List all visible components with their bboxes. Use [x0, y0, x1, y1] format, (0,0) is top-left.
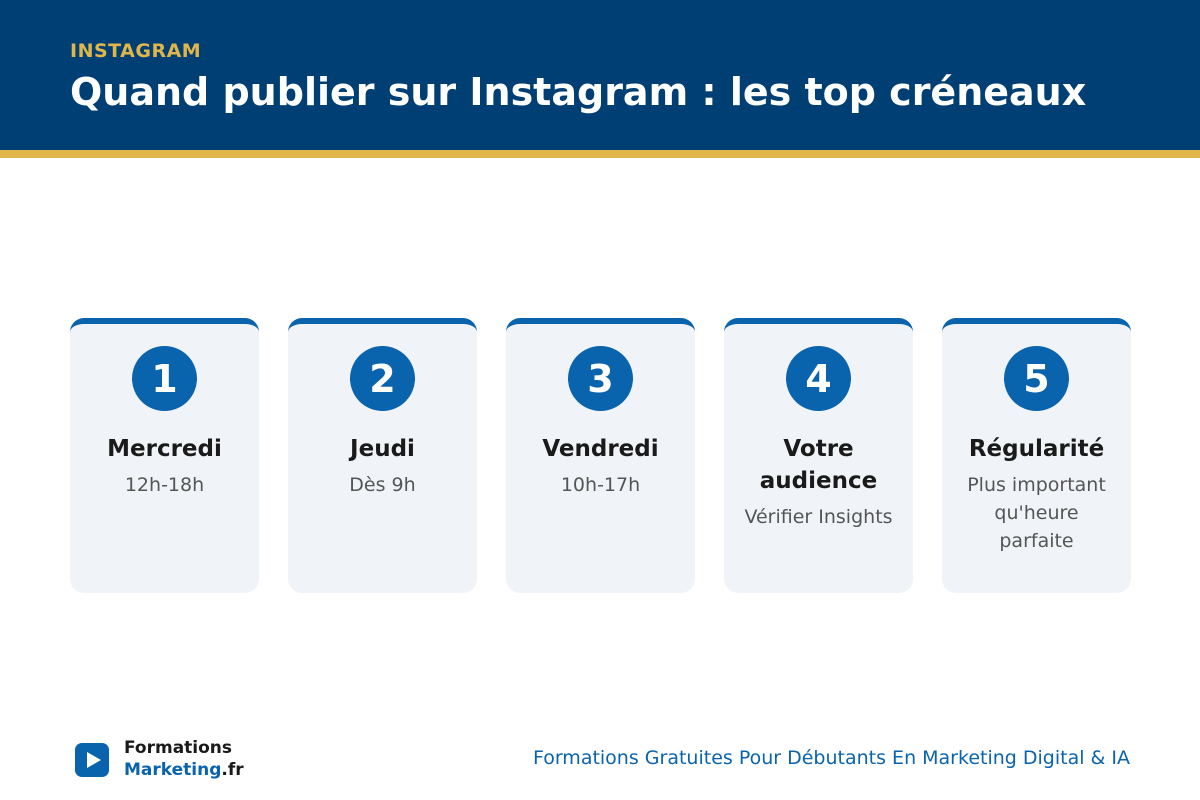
eyebrow: INSTAGRAM: [70, 40, 202, 62]
header: INSTAGRAM Quand publier sur Instagram : …: [0, 0, 1200, 158]
card-text: Vérifier Insights: [744, 506, 893, 528]
tagline: Formations Gratuites Pour Débutants En M…: [532, 747, 1130, 769]
logo-icon: [75, 743, 109, 777]
brand-main: Marketing: [124, 760, 222, 780]
card-number: 5: [1004, 346, 1069, 411]
card: 1 Mercredi 12h-18h: [70, 318, 259, 593]
card-number: 3: [568, 346, 633, 411]
cards: 1 Mercredi 12h-18h 2 Jeudi Dès 9h 3 Vendredi 10h…: [70, 318, 1131, 593]
card-number: 4: [786, 346, 851, 411]
card-title: Mercredi: [107, 436, 222, 462]
card: 2 Jeudi Dès 9h: [288, 318, 477, 593]
card-text: 10h-17h: [560, 474, 641, 496]
card: 3 Vendredi 10h-17h: [506, 318, 695, 593]
card-text: Plus important qu'heure parfaite: [967, 474, 1106, 552]
card-title: Votre audience: [759, 436, 878, 494]
brand: Formations Marketing.fr: [124, 737, 244, 781]
card: 4 Votre audience Vérifier Insights: [724, 318, 913, 593]
card-title: Jeudi: [350, 436, 415, 462]
brand-suffix: .fr: [221, 760, 244, 780]
card-title: Régularité: [968, 436, 1105, 462]
card: 5 Régularité Plus important qu'heure parfa…: [942, 318, 1131, 593]
page-title: Quand publier sur Instagram : les top cr…: [70, 70, 1087, 114]
card-number: 2: [350, 346, 415, 411]
card-text: 12h-18h: [124, 474, 205, 496]
brand-top: Formations: [124, 738, 233, 758]
card-text: Dès 9h: [349, 474, 416, 496]
card-number: 1: [132, 346, 197, 411]
card-title: Vendredi: [542, 436, 659, 462]
